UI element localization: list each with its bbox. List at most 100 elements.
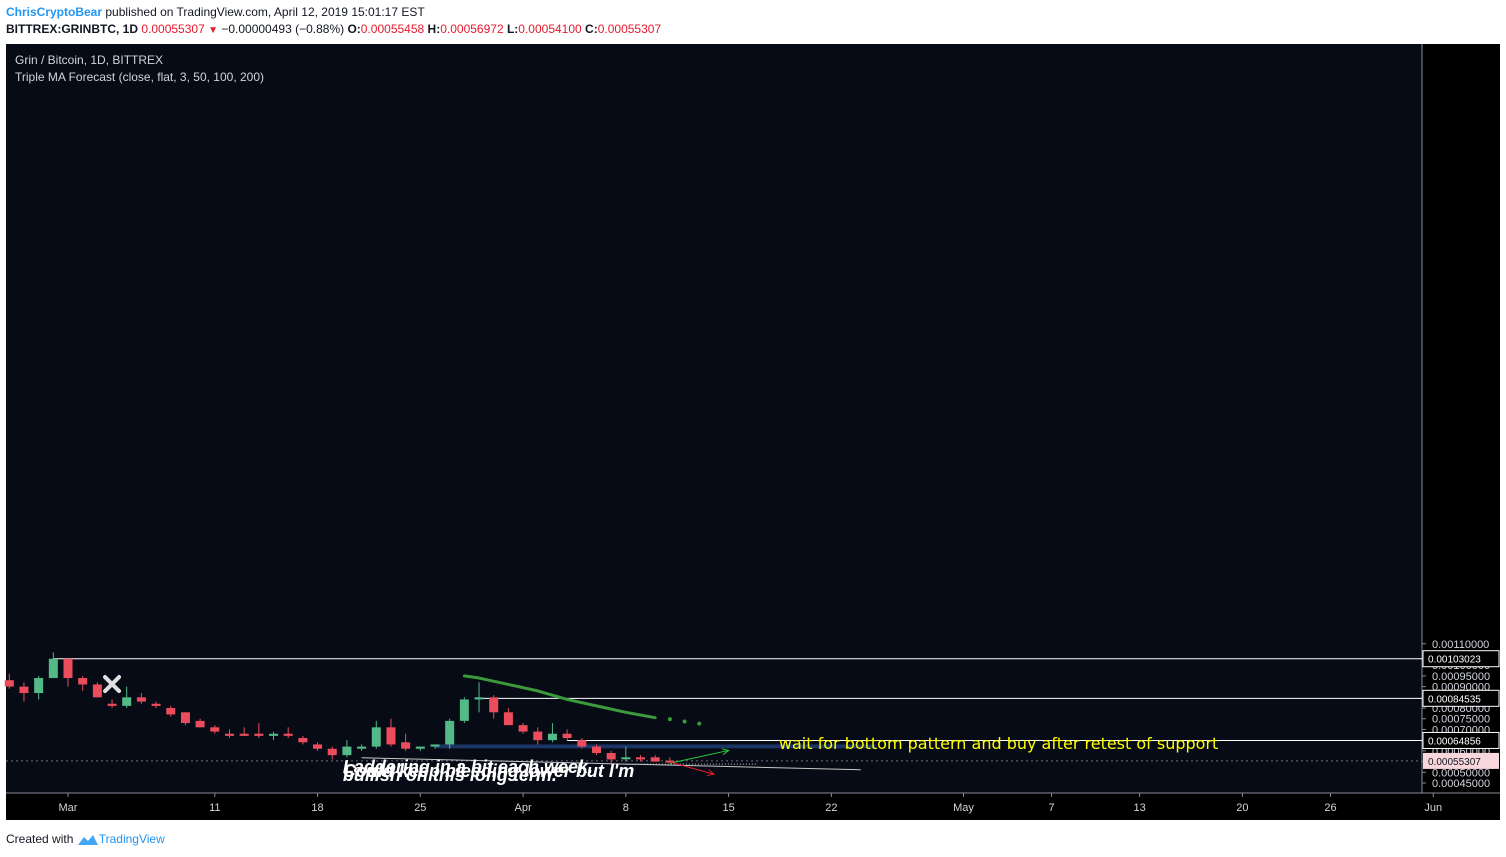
footer: Created with TradingView [6,832,165,847]
candle-body[interactable] [107,703,117,706]
ma-forecast-dot [682,719,687,724]
x-tick-label: Jun [1424,802,1442,814]
level-price-box [1422,689,1500,707]
created-with-text: Created with [6,832,74,846]
current-price-label: 0.00055307 [1428,757,1481,768]
candle-body[interactable] [166,708,176,715]
candle-body[interactable] [151,703,161,706]
candle-body[interactable] [19,686,29,694]
annotation-ladder3[interactable]: bullish on this long term. [343,765,557,785]
candle-body[interactable] [650,757,660,762]
cross-marker-icon-stroke [103,675,122,694]
candle-body[interactable] [239,733,249,736]
candle-body[interactable] [180,712,190,724]
low-label: L: [506,22,519,36]
candle-body[interactable] [298,738,308,743]
candle-body[interactable] [371,727,381,747]
candle-body[interactable] [489,697,499,713]
candle-body[interactable] [591,746,601,754]
candle-body[interactable] [224,733,234,736]
x-tick-label: 26 [1324,802,1336,814]
annotation-wait[interactable]: wait for bottom pattern and buy after re… [779,734,1218,753]
candle-body[interactable] [254,733,264,736]
price-axis[interactable] [1422,44,1500,793]
arrow-down[interactable] [669,761,715,775]
level-price-label: 0.00103023 [1428,655,1481,666]
tradingview-link[interactable]: TradingView [98,832,165,846]
level-price-box [1422,650,1500,668]
y-tick-label: 0.00075000 [1432,714,1490,726]
candle-body[interactable] [518,725,528,732]
candle-body[interactable] [283,733,293,736]
candle-body[interactable] [195,720,205,728]
symbol-header: BITTREX:GRINBTC, 1D 0.00055307 ▼ −0.0000… [6,22,661,36]
y-tick-label: 0.00045000 [1432,778,1490,790]
candle-body[interactable] [313,744,323,749]
last-price: 0.00055307 [141,22,205,36]
ma-forecast-line[interactable] [462,674,657,720]
trendline[interactable] [361,757,861,771]
candle-body[interactable] [269,733,279,736]
plot-area[interactable] [6,44,1422,793]
candle-body[interactable] [533,731,543,741]
symbol-legend: Grin / Bitcoin, 1D, BITTREX [15,53,164,67]
close-value: 0.00055307 [597,22,662,36]
x-tick-label: 7 [1048,802,1054,814]
candle-body[interactable] [621,757,631,760]
candle-body[interactable] [415,746,425,749]
candle-body[interactable] [210,727,220,732]
level-price-box [1422,731,1500,749]
candle-body[interactable] [78,678,88,685]
candle-body[interactable] [665,760,675,763]
candle-body[interactable] [636,757,646,760]
candle-body[interactable] [386,727,396,745]
arrow-down-head [706,769,716,776]
candle-body[interactable] [92,684,102,698]
open-label: O: [347,22,361,36]
y-tick-label: 0.00095000 [1432,671,1490,683]
time-axis[interactable] [6,793,1500,820]
x-tick-label: 25 [414,802,426,814]
candle-body[interactable] [547,733,557,741]
candle-body[interactable] [503,712,513,726]
candle-body[interactable] [4,680,14,687]
annotation-ladder1[interactable]: Laddering in a bit each week. [343,757,593,777]
candle-body[interactable] [430,744,440,747]
candle-body[interactable] [34,678,44,694]
candle-body[interactable] [136,697,146,702]
candle-body[interactable] [401,742,411,749]
x-tick-label: 15 [722,802,734,814]
indicator-legend[interactable]: Triple MA Forecast (close, flat, 3, 50, … [15,70,264,84]
current-price-box [1423,752,1499,769]
x-tick-label: May [953,802,974,814]
open-value: 0.00055458 [360,22,425,36]
candle-body[interactable] [606,753,616,760]
x-tick-label: 8 [623,802,629,814]
candle-body[interactable] [357,746,367,749]
candle-body[interactable] [48,658,58,679]
high-value: 0.00056972 [440,22,504,36]
x-tick-label: Mar [59,802,78,814]
ma-forecast-dot [697,721,702,726]
x-tick-label: Apr [515,802,532,814]
annotation-ladder2[interactable]: Could keep bleeding lower but I'm [343,761,634,781]
candle-body[interactable] [562,733,572,739]
candle-body[interactable] [342,746,352,756]
level-price-label: 0.00064856 [1428,736,1481,747]
candle-body[interactable] [63,658,73,679]
support-zone[interactable] [435,744,876,749]
x-tick-label: 22 [825,802,837,814]
ma-forecast-dot [667,717,672,722]
arrow-up[interactable] [669,749,729,764]
price-change: −0.00000493 (−0.88%) [221,22,345,36]
down-triangle-icon: ▼ [208,25,218,36]
candle-body[interactable] [459,699,469,721]
candle-body[interactable] [445,720,455,745]
candle-body[interactable] [577,740,587,747]
candle-body[interactable] [474,697,484,700]
author-link[interactable]: ChrisCryptoBear [6,5,103,19]
candle-body[interactable] [122,697,132,706]
symbol-label: BITTREX:GRINBTC, 1D [6,22,138,36]
candle-body[interactable] [327,748,337,756]
